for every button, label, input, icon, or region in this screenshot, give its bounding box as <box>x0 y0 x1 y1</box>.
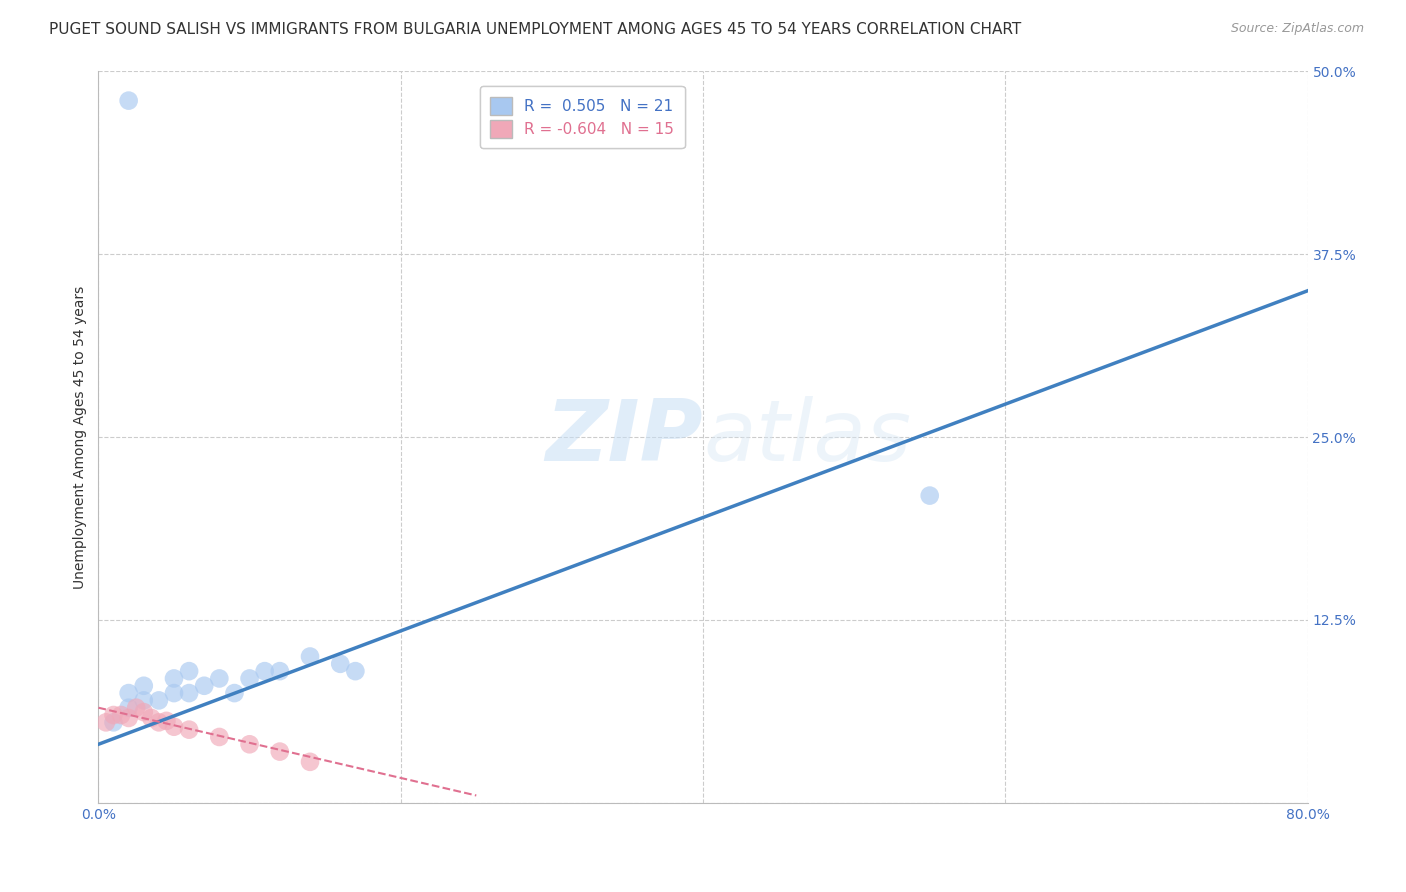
Point <box>299 649 322 664</box>
Point <box>155 714 177 728</box>
Point <box>269 664 291 678</box>
Point <box>132 705 155 719</box>
Point <box>918 489 941 503</box>
Point <box>239 737 262 751</box>
Point <box>132 679 155 693</box>
Point <box>163 672 186 686</box>
Text: PUGET SOUND SALISH VS IMMIGRANTS FROM BULGARIA UNEMPLOYMENT AMONG AGES 45 TO 54 : PUGET SOUND SALISH VS IMMIGRANTS FROM BU… <box>49 22 1022 37</box>
Point <box>208 672 231 686</box>
Point <box>110 708 132 723</box>
Point <box>94 715 117 730</box>
Point <box>193 679 215 693</box>
Point <box>132 693 155 707</box>
Point <box>118 700 141 714</box>
Point <box>148 715 170 730</box>
Point <box>163 720 186 734</box>
Point <box>148 693 170 707</box>
Point <box>103 708 125 723</box>
Point <box>118 94 141 108</box>
Point <box>163 686 186 700</box>
Point <box>118 711 141 725</box>
Point <box>208 730 231 744</box>
Point <box>141 711 163 725</box>
Point <box>103 715 125 730</box>
Point <box>239 672 262 686</box>
Point <box>224 686 246 700</box>
Text: Source: ZipAtlas.com: Source: ZipAtlas.com <box>1230 22 1364 36</box>
Point <box>118 686 141 700</box>
Point <box>179 723 201 737</box>
Y-axis label: Unemployment Among Ages 45 to 54 years: Unemployment Among Ages 45 to 54 years <box>73 285 87 589</box>
Point <box>179 686 201 700</box>
Point <box>344 664 367 678</box>
Text: ZIP: ZIP <box>546 395 703 479</box>
Point <box>125 700 148 714</box>
Point <box>269 745 291 759</box>
Point <box>299 755 322 769</box>
Point <box>253 664 276 678</box>
Legend: R =  0.505   N = 21, R = -0.604   N = 15: R = 0.505 N = 21, R = -0.604 N = 15 <box>479 87 685 148</box>
Text: atlas: atlas <box>703 395 911 479</box>
Point <box>329 657 352 671</box>
Point <box>179 664 201 678</box>
